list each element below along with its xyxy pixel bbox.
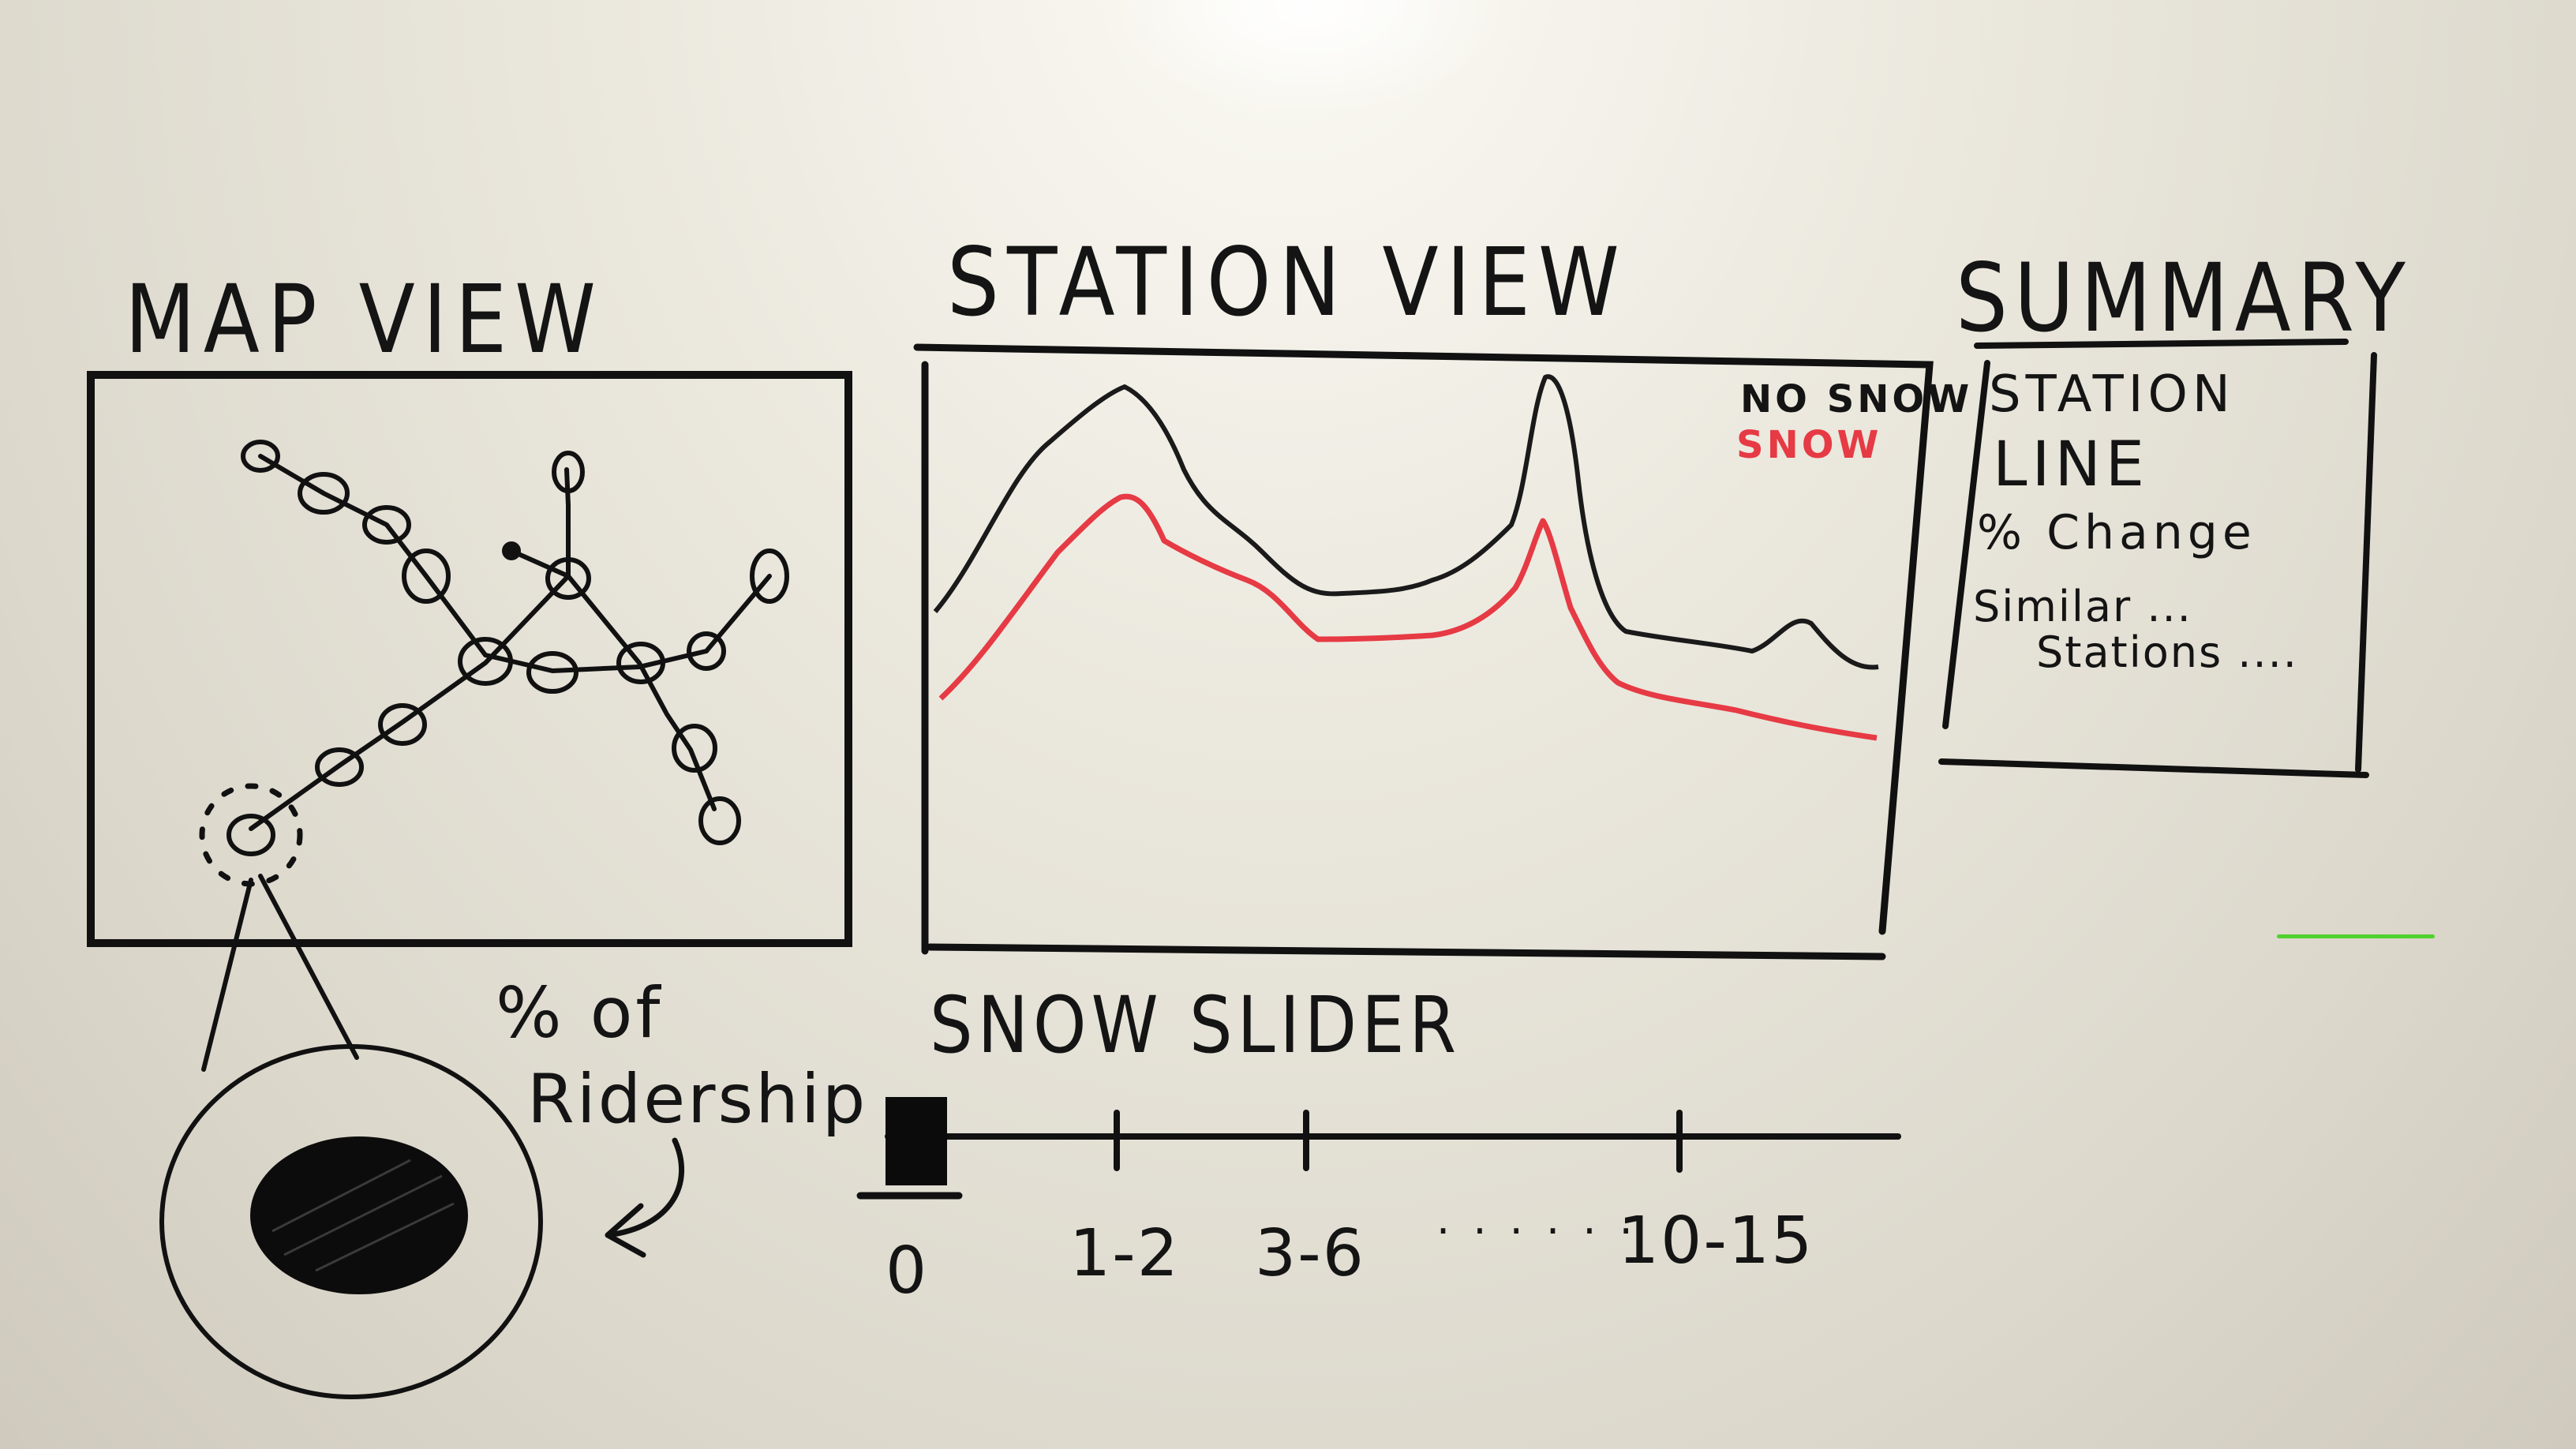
ridership-label-line1: % of [496, 972, 664, 1054]
station-marker [378, 703, 427, 746]
legend-snow: SNOW [1736, 423, 1882, 467]
slider-ellipsis: . . . . . . [1436, 1194, 1638, 1244]
station-marker [241, 440, 280, 473]
map-view-title: MAP VIEW [125, 264, 605, 375]
summary-line-label: LINE [1993, 429, 2150, 500]
station-marker [545, 557, 591, 600]
slider-tick-label-3-6: 3-6 [1255, 1216, 1365, 1291]
station-marker [526, 651, 578, 694]
station-marker [750, 549, 789, 604]
slider-tick-label-10-15: 10-15 [1618, 1204, 1814, 1279]
station-marker [298, 472, 350, 515]
station-marker [698, 796, 741, 845]
transit-line [249, 467, 571, 831]
terminal-station-dot [502, 541, 521, 560]
callout-line [201, 878, 253, 1072]
selection-ring [199, 783, 303, 887]
station-marker [687, 631, 726, 671]
snow-series-line [938, 493, 1878, 741]
station-marker [458, 637, 513, 686]
summary-percent-change: % Change [1977, 505, 2256, 560]
summary-similar: Similar ... [1973, 582, 2192, 631]
station-marker [672, 724, 717, 773]
no-snow-series-line [933, 374, 1879, 670]
selected-station-marker [227, 814, 275, 856]
station-marker [362, 505, 411, 545]
slider-tick-label-0: 0 [886, 1234, 929, 1309]
callout-line [258, 874, 359, 1060]
summary-title: SUMMARY [1956, 242, 2412, 354]
summary-station: STATION [1989, 365, 2235, 424]
station-view-title: STATION VIEW [947, 227, 1627, 338]
summary-stations: Stations .... [2036, 627, 2298, 677]
callout-arrow [605, 1137, 684, 1258]
station-marker [616, 642, 665, 684]
chart-frame [913, 343, 1934, 960]
slider-tick-label-1-2: 1-2 [1069, 1216, 1180, 1291]
slider-handle [886, 1097, 947, 1185]
transit-line [509, 549, 717, 811]
legend-no-snow: NO SNOW [1740, 377, 1973, 421]
ridership-label-line2: Ridership [527, 1060, 868, 1139]
green-marker-streak [2277, 934, 2435, 938]
station-marker [552, 451, 585, 493]
snow-slider-title: SNOW SLIDER [930, 979, 1462, 1071]
ridership-fill [250, 1136, 468, 1294]
station-marker [315, 747, 364, 787]
map-view-panel [87, 371, 852, 947]
transit-line [258, 454, 709, 674]
ridership-circle [159, 1044, 543, 1399]
station-marker [402, 549, 451, 604]
